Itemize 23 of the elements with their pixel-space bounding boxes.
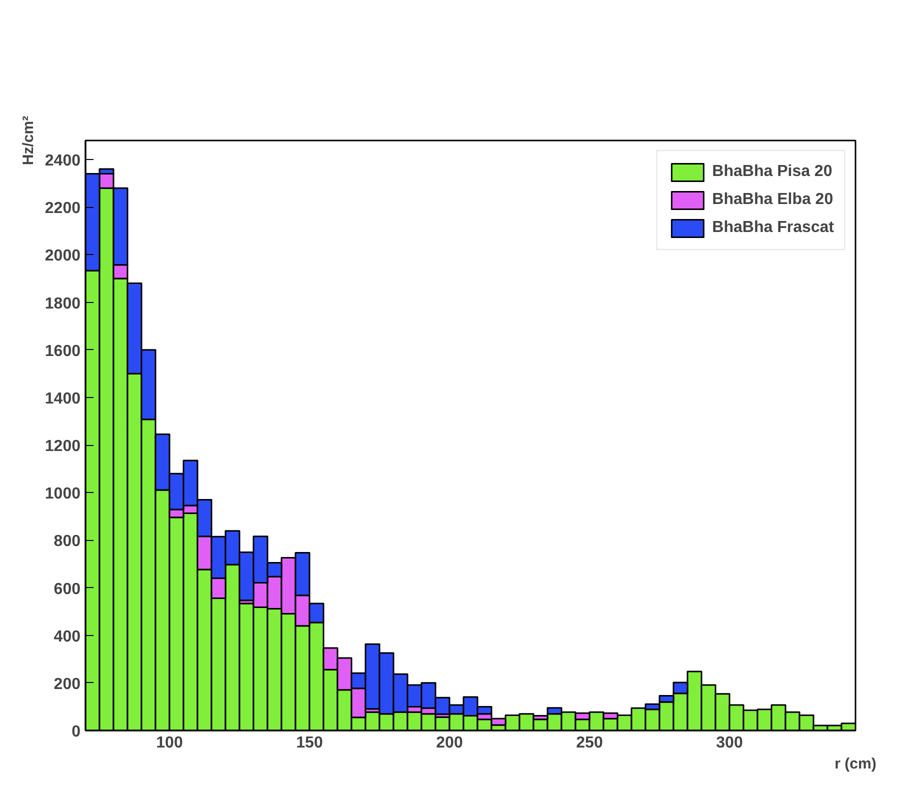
y-axis-title: Hz/cm² bbox=[20, 116, 37, 166]
legend-label: BhaBha Pisa 20 bbox=[712, 163, 832, 181]
x-axis-title: r (cm) bbox=[834, 756, 876, 772]
x-tick-label: 200 bbox=[436, 734, 463, 752]
x-tick-label: 300 bbox=[716, 734, 743, 752]
y-tick-label: 1600 bbox=[44, 342, 81, 360]
y-tick-label: 1800 bbox=[44, 295, 81, 312]
y-tick-label: 2000 bbox=[44, 248, 81, 265]
legend-label: BhaBha Frascat bbox=[712, 219, 834, 237]
y-tick-label: 1400 bbox=[44, 390, 81, 408]
y-tick-label: 0 bbox=[72, 724, 81, 740]
y-tick-label: 2200 bbox=[44, 200, 81, 218]
x-tick-label: 150 bbox=[296, 734, 323, 752]
y-tick-label: 200 bbox=[54, 676, 81, 693]
y-tick-label: 1000 bbox=[44, 486, 81, 503]
y-tick-label: 600 bbox=[54, 580, 81, 598]
y-tick-label: 2400 bbox=[44, 152, 81, 170]
y-tick-label: 400 bbox=[54, 628, 81, 646]
x-tick-label: 250 bbox=[576, 734, 603, 752]
legend-label: BhaBha Elba 20 bbox=[712, 191, 834, 209]
y-tick-label: 800 bbox=[54, 533, 81, 550]
x-tick-label: 100 bbox=[156, 734, 183, 752]
y-tick-label: 1200 bbox=[44, 438, 81, 456]
